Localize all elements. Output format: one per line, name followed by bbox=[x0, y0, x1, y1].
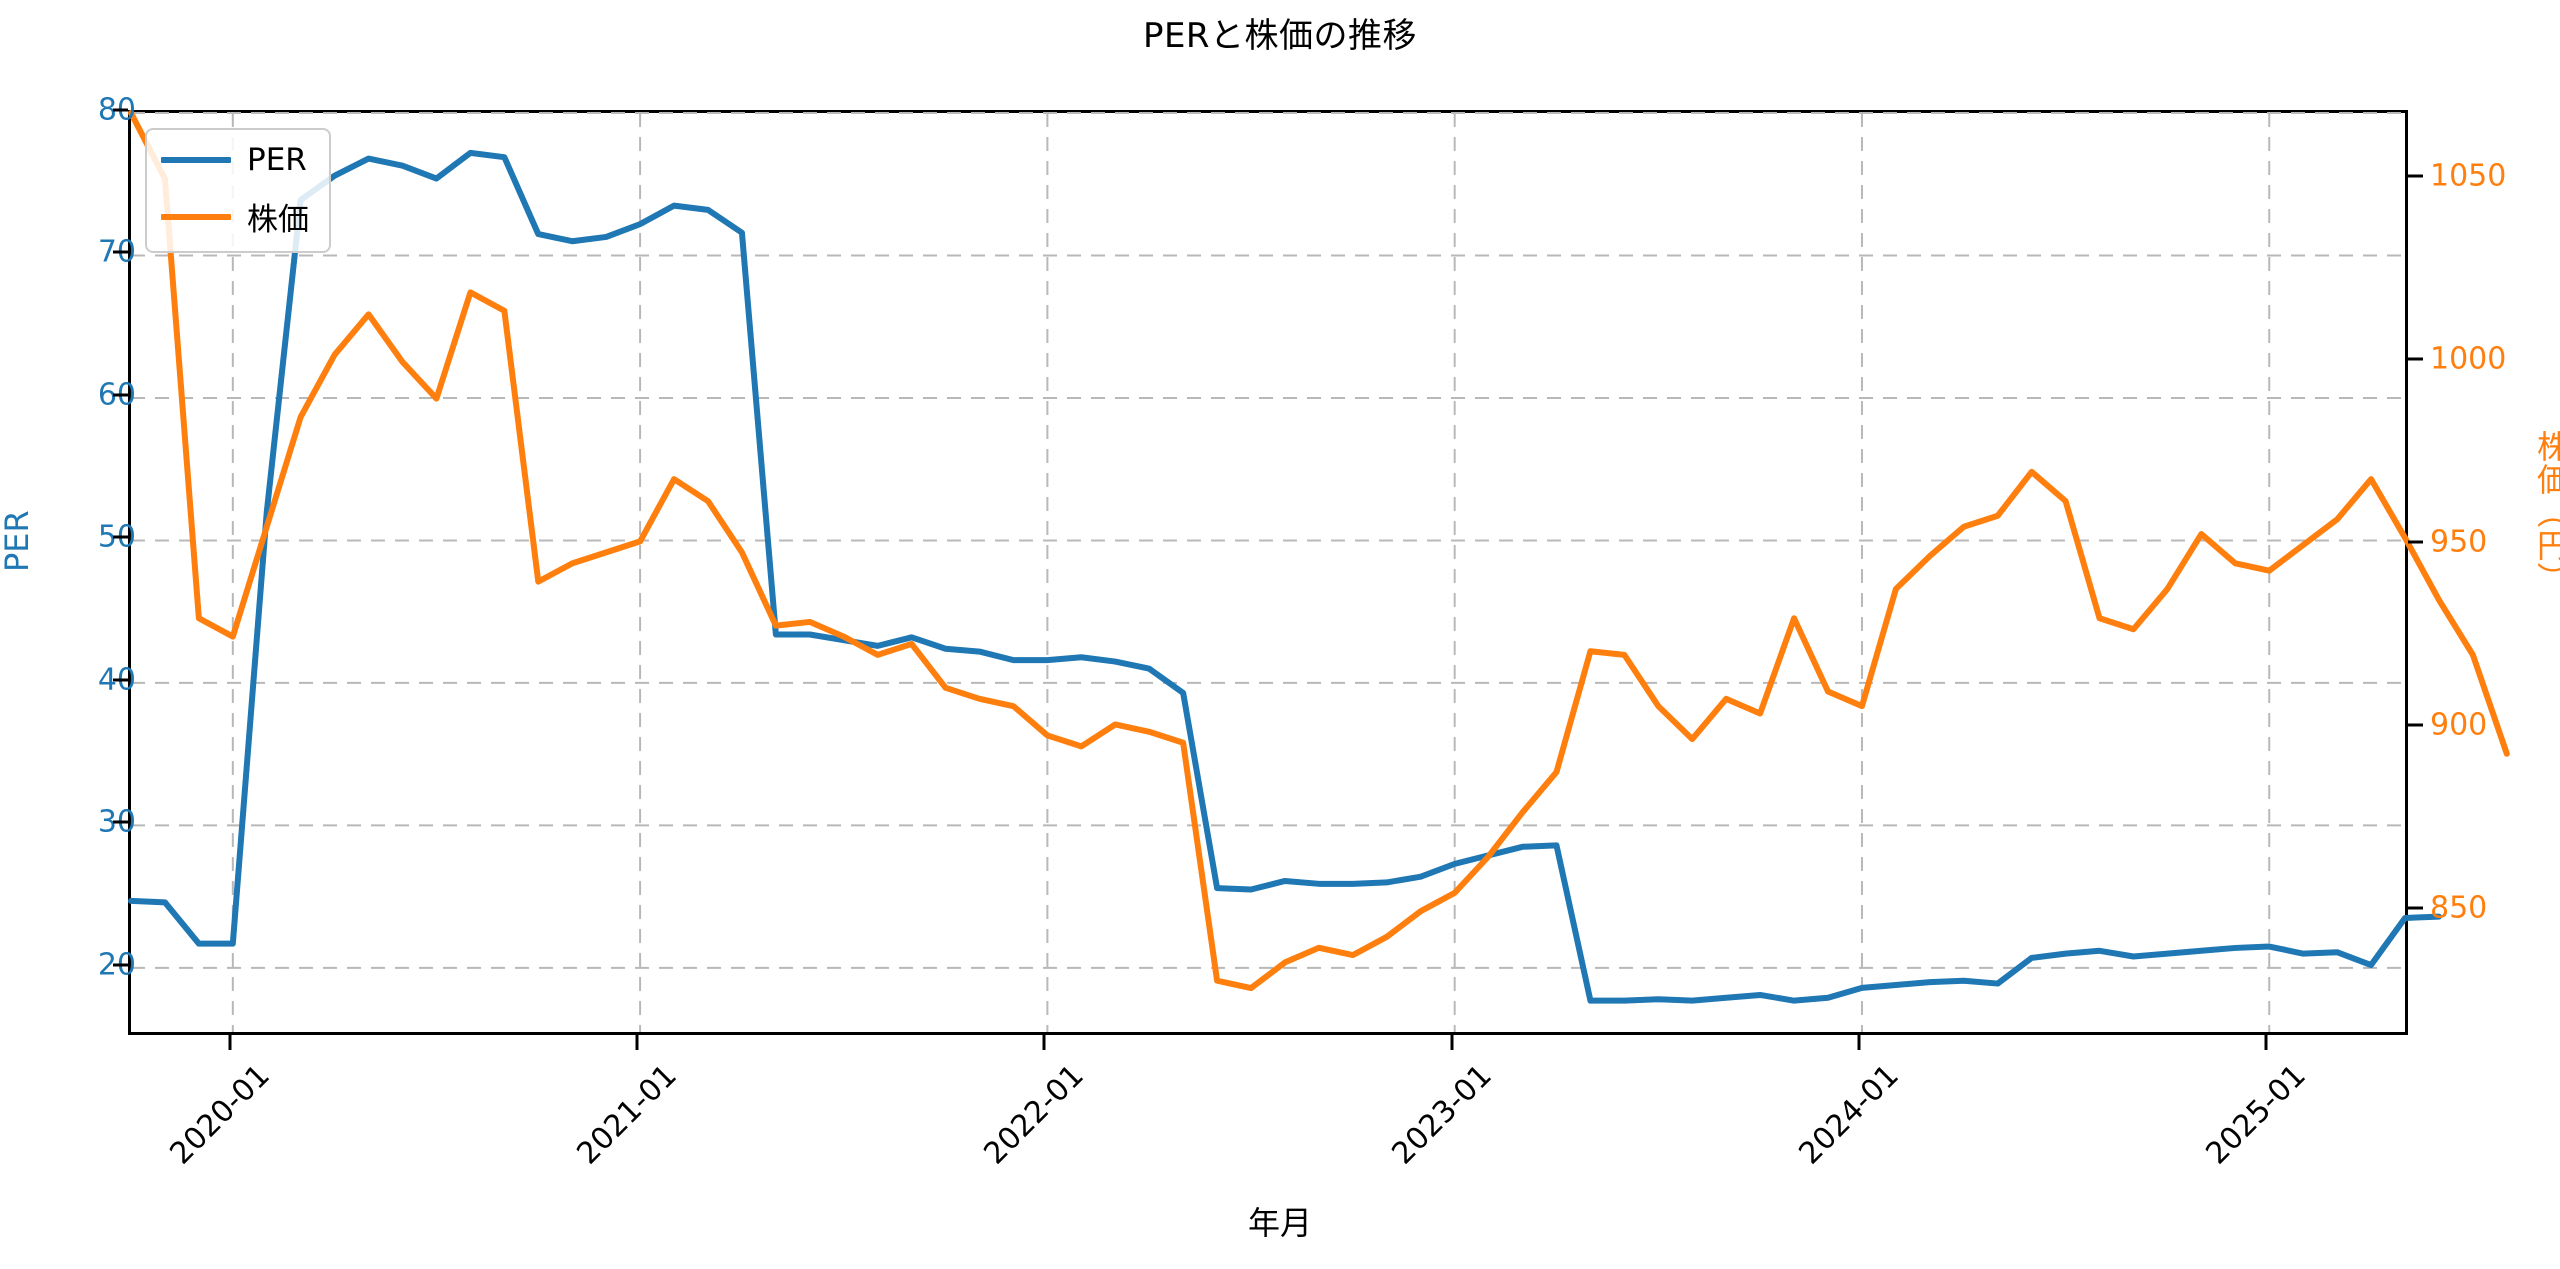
y-axis-right-tickmark bbox=[2408, 540, 2423, 544]
y-axis-right-tickmark bbox=[2408, 906, 2423, 910]
y-axis-left-label: PER bbox=[0, 510, 36, 572]
y-axis-left-tickmark bbox=[113, 108, 128, 112]
x-axis-tick-label: 2024-01 bbox=[1792, 1058, 1906, 1172]
x-axis-tickmark bbox=[1857, 1035, 1861, 1050]
plot-area bbox=[128, 110, 2408, 1035]
x-axis-tick-label: 2025-01 bbox=[2199, 1058, 2313, 1172]
y-axis-right-tick: 850 bbox=[2430, 890, 2488, 926]
y-axis-right-tick: 900 bbox=[2430, 707, 2488, 743]
gridlines bbox=[131, 113, 2405, 1032]
x-axis-tick-label: 2023-01 bbox=[1385, 1058, 1499, 1172]
y-axis-left-tickmark bbox=[113, 678, 128, 682]
x-axis-tick-label: 2022-01 bbox=[977, 1058, 1092, 1172]
data-lines bbox=[131, 113, 2405, 1032]
y-axis-left-tickmark bbox=[113, 535, 128, 539]
legend-entry-stock-price[interactable]: 株価 bbox=[161, 194, 309, 239]
x-axis-label: 年月 bbox=[1247, 1204, 1312, 1242]
legend-entry-per[interactable]: PER bbox=[161, 142, 309, 178]
y-axis-right-label: 株価（円） bbox=[2532, 430, 2560, 595]
y-axis-left-tickmark bbox=[113, 820, 128, 824]
y-axis-right-tickmark bbox=[2408, 174, 2423, 178]
x-axis-tickmark bbox=[1450, 1035, 1454, 1050]
y-axis-left-tickmark bbox=[113, 250, 128, 254]
legend-swatch-stock-price bbox=[161, 213, 231, 220]
legend-label-per: PER bbox=[247, 142, 307, 178]
y-axis-left-tickmark bbox=[113, 393, 128, 397]
y-axis-right-tick: 1000 bbox=[2430, 341, 2507, 377]
x-axis-tick-label: 2021-01 bbox=[570, 1058, 684, 1172]
y-axis-right-tickmark bbox=[2408, 357, 2423, 361]
series-line-株価 bbox=[131, 113, 2507, 988]
x-axis-tick-label: 2020-01 bbox=[163, 1058, 277, 1172]
y-axis-right-tick: 950 bbox=[2430, 524, 2488, 560]
x-axis-tickmark bbox=[2264, 1035, 2268, 1050]
x-axis-tickmark bbox=[635, 1035, 639, 1050]
page-title: PERと株価の推移 bbox=[1142, 16, 1418, 56]
legend-swatch-per bbox=[161, 157, 231, 163]
y-axis-right-tickmark bbox=[2408, 723, 2423, 727]
y-axis-left-tickmark bbox=[113, 963, 128, 967]
series-line-PER bbox=[131, 153, 2439, 1001]
x-axis-tickmark bbox=[1042, 1035, 1046, 1050]
x-axis-tickmark bbox=[228, 1035, 232, 1050]
y-axis-right-tick: 1050 bbox=[2430, 158, 2507, 194]
chart-legend[interactable]: PER 株価 bbox=[145, 128, 331, 253]
legend-label-stock-price: 株価 bbox=[247, 202, 309, 238]
